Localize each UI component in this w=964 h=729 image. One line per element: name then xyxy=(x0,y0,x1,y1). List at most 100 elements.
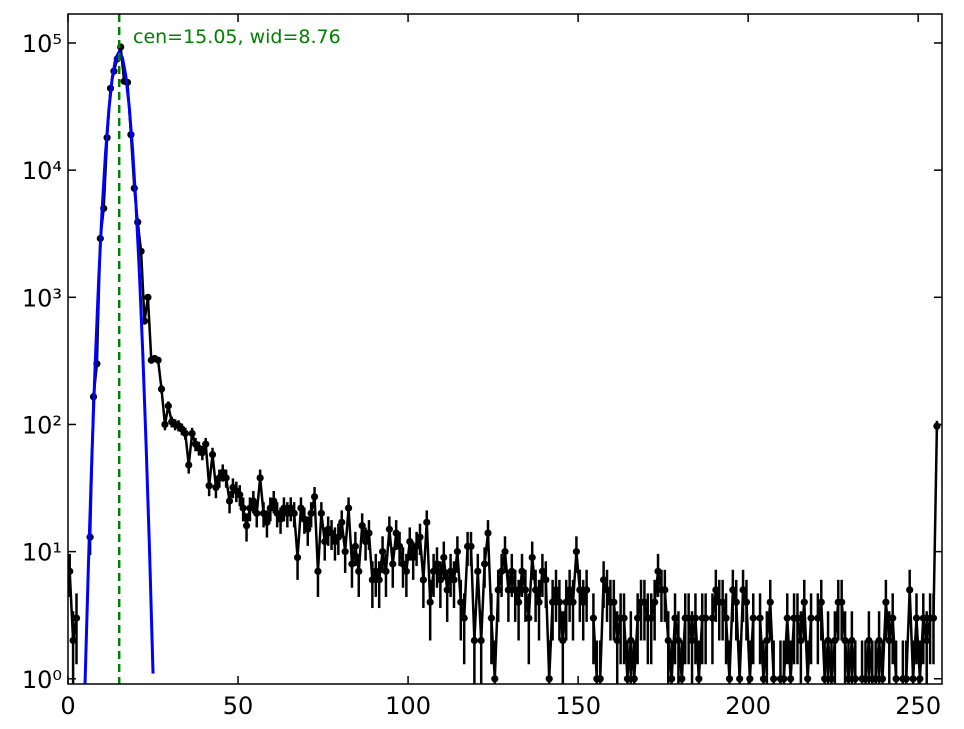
data-point xyxy=(708,614,717,622)
data-point xyxy=(453,548,461,556)
data-point xyxy=(287,504,295,512)
data-point xyxy=(249,497,257,505)
data-point xyxy=(759,675,768,683)
data-point xyxy=(807,614,815,622)
data-point xyxy=(283,509,291,517)
data-point xyxy=(515,598,523,606)
data-point xyxy=(729,586,737,594)
data-point xyxy=(334,533,342,541)
data-point xyxy=(712,586,720,594)
data-point xyxy=(756,614,764,622)
data-point xyxy=(885,636,893,645)
annotation: cen=15.05, wid=8.76 xyxy=(133,26,341,48)
data-point xyxy=(348,560,356,568)
data-point xyxy=(865,636,873,645)
data-point xyxy=(399,560,407,568)
data-point xyxy=(253,509,261,517)
data-point xyxy=(678,675,686,683)
data-point xyxy=(838,598,846,606)
data-point xyxy=(470,636,478,645)
data-point xyxy=(647,614,655,622)
data-point xyxy=(338,518,346,526)
data-point xyxy=(583,586,591,594)
fit-line xyxy=(83,48,155,684)
data-point xyxy=(436,576,444,584)
data-point xyxy=(919,614,927,622)
data-point xyxy=(491,675,499,683)
data-point xyxy=(317,509,325,517)
data-point xyxy=(695,675,703,683)
data-point xyxy=(620,614,628,622)
data-point xyxy=(300,515,308,523)
data-point xyxy=(157,385,166,393)
data-point xyxy=(494,586,502,594)
data-point xyxy=(423,518,431,526)
y-tick-label: 10⁴ xyxy=(22,157,62,185)
data-point xyxy=(477,636,485,645)
data-point xyxy=(450,576,458,584)
data-point xyxy=(739,586,747,594)
data-point xyxy=(892,675,900,683)
data-point xyxy=(205,482,213,490)
data-point xyxy=(528,553,536,562)
data-point xyxy=(742,598,751,606)
data-point xyxy=(817,598,825,606)
data-point xyxy=(559,636,567,645)
data-point xyxy=(844,675,853,683)
data-point xyxy=(566,586,574,594)
data-point xyxy=(327,529,336,537)
y-tick-label: 10¹ xyxy=(22,539,62,567)
data-point xyxy=(634,614,642,622)
data-point xyxy=(651,598,659,606)
data-point xyxy=(627,636,635,645)
data-point xyxy=(814,614,822,622)
data-point xyxy=(368,576,376,584)
data-point xyxy=(831,636,839,645)
data-point xyxy=(600,576,608,584)
data-point xyxy=(532,586,540,594)
data-point xyxy=(797,636,805,645)
y-tick-label: 10² xyxy=(22,411,62,439)
data-point xyxy=(446,567,455,575)
data-point xyxy=(467,542,475,550)
data-point xyxy=(671,614,679,622)
data-point xyxy=(800,598,808,606)
data-point xyxy=(419,576,427,584)
data-point xyxy=(521,586,530,594)
data-point xyxy=(144,293,152,301)
data-point xyxy=(603,586,611,594)
x-tick-label: 50 xyxy=(223,692,254,720)
data-point xyxy=(882,598,890,606)
data-point xyxy=(793,614,802,622)
data-point xyxy=(215,474,223,482)
data-point xyxy=(68,567,74,575)
data-point xyxy=(719,598,727,606)
data-point xyxy=(208,450,217,459)
data-point xyxy=(889,614,897,622)
data-point xyxy=(766,598,774,606)
data-point xyxy=(780,675,788,683)
data-point xyxy=(668,675,676,683)
data-point xyxy=(538,567,547,575)
data-point xyxy=(433,560,441,568)
data-point xyxy=(344,504,353,512)
data-point xyxy=(375,576,383,584)
data-point xyxy=(933,422,941,430)
data-point xyxy=(202,440,210,448)
data-point xyxy=(341,548,349,556)
data-point xyxy=(770,675,778,683)
data-point xyxy=(787,675,795,683)
data-point xyxy=(474,567,482,575)
data-point xyxy=(596,675,604,683)
data-point xyxy=(654,567,662,575)
data-point xyxy=(290,509,298,517)
data-point xyxy=(426,598,434,606)
data-point xyxy=(225,497,234,505)
data-point xyxy=(280,504,288,512)
data-point xyxy=(487,614,495,622)
data-point xyxy=(263,518,271,526)
data-point xyxy=(69,636,77,645)
data-point xyxy=(242,522,251,530)
data-point xyxy=(504,586,513,594)
data-point xyxy=(307,509,315,517)
